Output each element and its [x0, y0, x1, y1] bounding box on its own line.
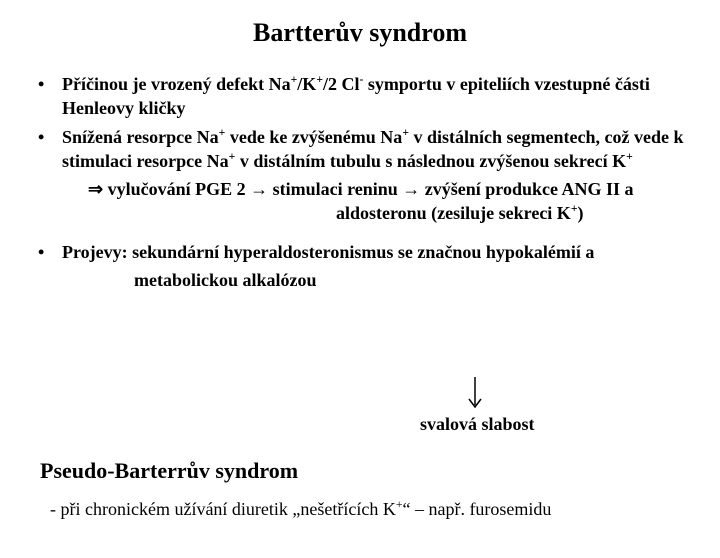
content-area: Příčinou je vrozený defekt Na+/K+/2 Cl- …: [0, 72, 720, 292]
page-title: Bartterův syndrom: [0, 18, 720, 48]
bullet-2: Snížená resorpce Na + vede ke zvýšenému N…: [36, 125, 700, 174]
b3-a: Projevy: sekundární hyperaldosteronismus…: [62, 242, 594, 262]
pseudo-subheading: Pseudo-Barterrův syndrom: [40, 458, 298, 484]
arrow2-b: ): [577, 203, 583, 223]
b2-text-a: Snížená resorpce Na: [62, 127, 219, 147]
sup-plus: +: [402, 126, 409, 139]
arrow-line-2: aldosteronu (zesiluje sekreci K+): [36, 201, 700, 225]
pseudo-subline: - při chronickém užívání diuretik „nešet…: [50, 498, 551, 520]
b2-text-b: vede ke zvýšenému Na: [225, 127, 402, 147]
bullet-1: Příčinou je vrozený defekt Na+/K+/2 Cl- …: [36, 72, 700, 121]
subline-b: “ – např. furosemidu: [402, 499, 551, 519]
b2-text-d: v distálním tubulu s následnou zvýšenou …: [235, 151, 626, 171]
svalova-slabost-label: svalová slabost: [420, 414, 535, 435]
b1-text-c: /2 Cl: [323, 74, 360, 94]
bullet-list-2: Projevy: sekundární hyperaldosteronismus…: [36, 240, 700, 264]
bullet-list: Příčinou je vrozený defekt Na+/K+/2 Cl- …: [36, 72, 700, 173]
subline-a: - při chronickém užívání diuretik „nešet…: [50, 499, 396, 519]
bullet-3: Projevy: sekundární hyperaldosteronismus…: [36, 240, 700, 264]
bullet-3-cont: metabolickou alkalózou: [36, 268, 700, 292]
down-arrow-icon: [465, 375, 485, 411]
arrow-line-1: ⇒ vylučování PGE 2 → stimulaci reninu → …: [36, 177, 700, 201]
arrow2-a: aldosteronu (zesiluje sekreci K: [336, 203, 571, 223]
sup-plus: +: [316, 73, 323, 86]
b1-text-a: Příčinou je vrozený defekt Na: [62, 74, 291, 94]
b1-text-b: /K: [297, 74, 316, 94]
sup-plus: +: [626, 150, 633, 163]
